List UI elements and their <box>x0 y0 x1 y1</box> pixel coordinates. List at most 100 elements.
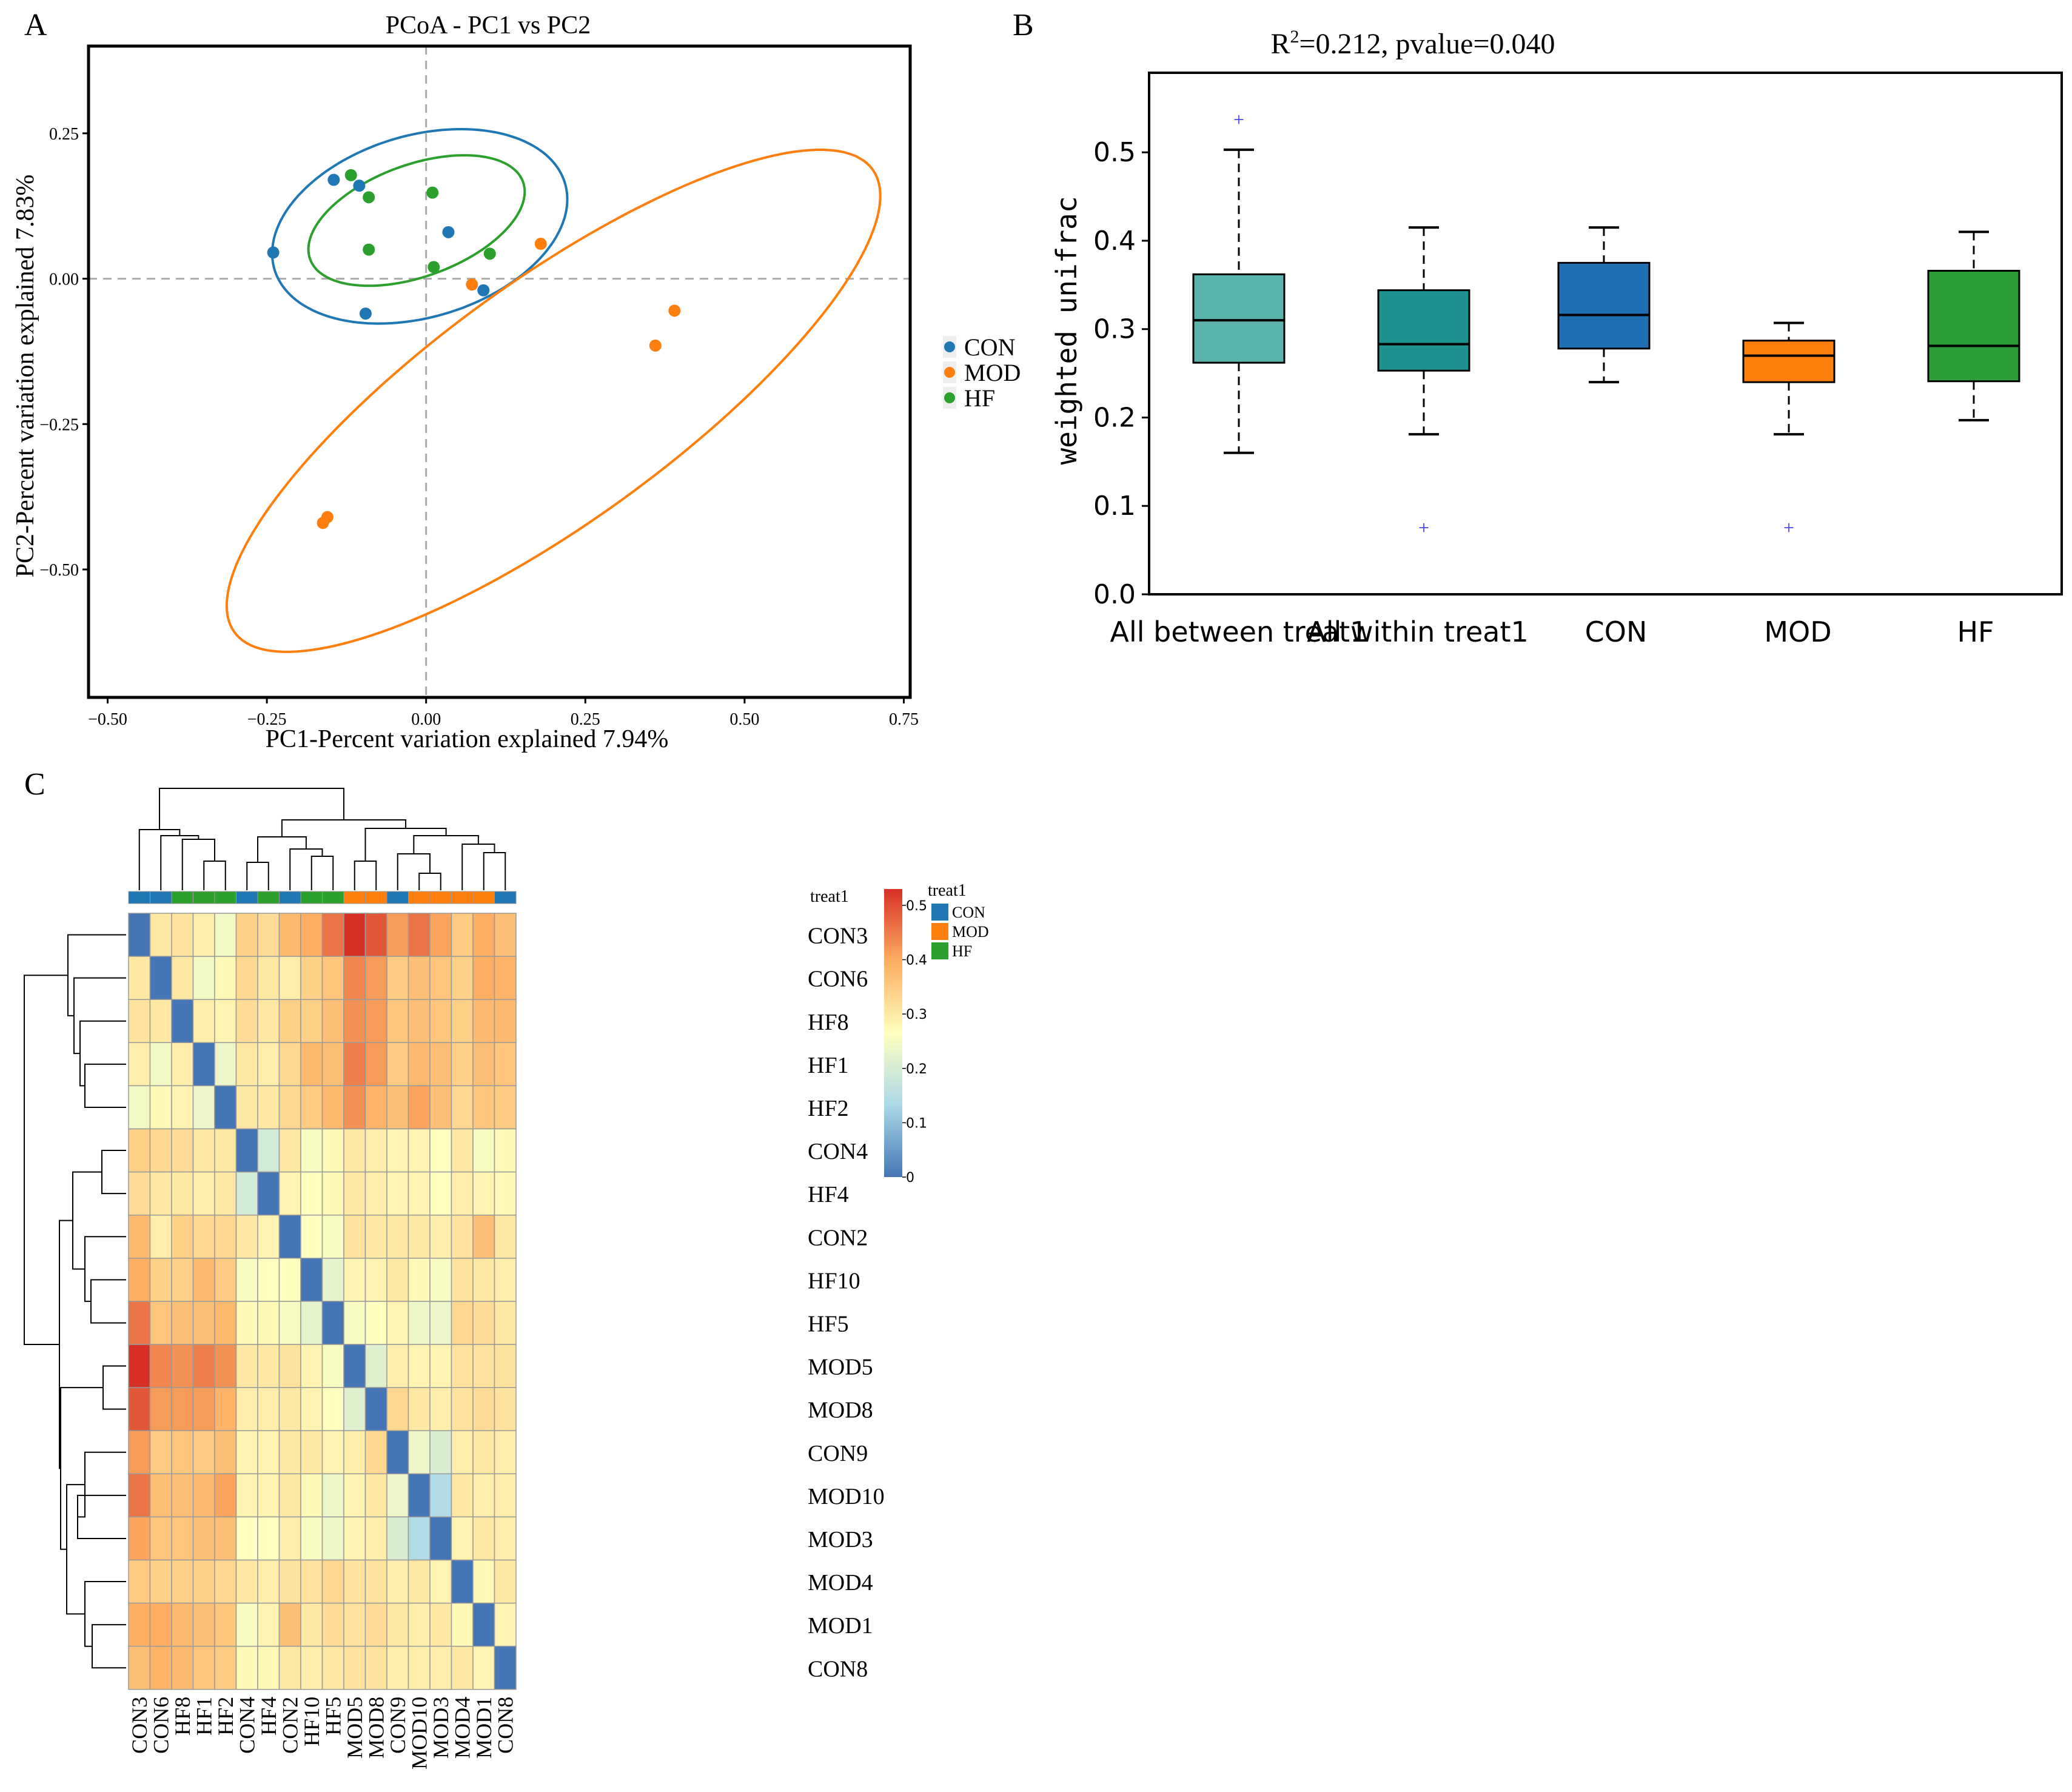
heatmap-cell <box>128 1171 151 1216</box>
heatmap-cell <box>386 1085 409 1130</box>
heatmap-cell <box>171 999 194 1044</box>
heatmap-cell <box>171 1430 194 1475</box>
heatmap-cell <box>235 1171 258 1216</box>
heatmap-cell <box>343 1387 366 1431</box>
heatmap-cell <box>364 999 387 1044</box>
heatmap-cell <box>451 999 474 1044</box>
row-label: CON2 <box>808 1225 868 1250</box>
heatmap-cell <box>278 1344 301 1388</box>
heatmap-cell <box>235 1387 258 1431</box>
heatmap-cell <box>429 999 452 1044</box>
heatmap-cell <box>214 1085 237 1130</box>
heatmap-cell <box>343 1042 366 1087</box>
heatmap-cell <box>149 1645 172 1690</box>
heatmap-cell <box>386 1387 409 1431</box>
heatmap-cell <box>451 1258 474 1302</box>
legend-swatch-con <box>931 904 948 921</box>
heatmap-cell <box>451 1645 474 1690</box>
heatmap-cell <box>278 1085 301 1130</box>
heatmap-cell <box>364 1344 387 1388</box>
y-tick-label: 0.3 <box>1093 314 1136 345</box>
heatmap-cell <box>214 1128 237 1173</box>
heatmap-cell <box>343 1171 366 1216</box>
heatmap-cell <box>192 1258 215 1302</box>
dendrogram-link <box>364 828 447 861</box>
heatmap-cell <box>429 956 452 1000</box>
column-label: MOD1 <box>472 1697 496 1759</box>
point-con <box>442 226 455 238</box>
heatmap-cell <box>214 1559 237 1604</box>
heatmap-cell <box>235 1214 258 1259</box>
heatmap-cell <box>235 1559 258 1604</box>
heatmap-cell <box>429 1645 452 1690</box>
heatmap-cell <box>451 1085 474 1130</box>
heatmap-cell <box>494 1344 517 1388</box>
heatmap-cell <box>386 1559 409 1604</box>
box-1: + <box>1377 226 1470 539</box>
heatmap-cell <box>278 1301 301 1345</box>
boxplot-y-ticks: 0.0 0.1 0.2 0.3 0.4 0.5 <box>1093 137 1149 610</box>
dendrogram-link <box>354 861 377 890</box>
heatmap-column-dendrogram <box>138 788 506 890</box>
heatmap-cell <box>451 1516 474 1561</box>
heatmap-cell <box>472 1301 495 1345</box>
column-label: MOD10 <box>407 1697 431 1770</box>
column-label: CON6 <box>149 1697 173 1754</box>
heatmap-cell <box>192 1214 215 1259</box>
y-tick-label: 0.1 <box>1093 491 1136 522</box>
heatmap-cell <box>429 1258 452 1302</box>
point-hf <box>426 186 439 199</box>
heatmap-cell <box>128 913 151 957</box>
heatmap-cell <box>451 1559 474 1604</box>
heatmap-cell <box>364 1042 387 1087</box>
heatmap-cell <box>386 1516 409 1561</box>
heatmap-cell <box>128 1645 151 1690</box>
panel-b-boxplot: B R2=0.212, pvalue=0.040 ++ + 0.00.10.20.… <box>1013 8 2063 648</box>
heatmap-cell <box>257 1128 280 1173</box>
heatmap-cell <box>300 1559 323 1604</box>
box-4 <box>1927 230 2020 421</box>
box-2 <box>1557 226 1651 384</box>
heatmap-cell <box>494 1258 517 1302</box>
heatmap-cell <box>494 913 517 957</box>
heatmap-cell <box>235 956 258 1000</box>
colorbar-ticks: 0.5 0.4 0.3 0.2 0.1 0 <box>902 899 927 1186</box>
heatmap-cell <box>472 956 495 1000</box>
heatmap-cell <box>321 1128 344 1173</box>
heatmap-cell <box>192 956 215 1000</box>
column-label: HF1 <box>192 1697 216 1736</box>
dendrogram-link <box>72 1171 102 1270</box>
colorbar-tick-label: 0.1 <box>906 1116 927 1131</box>
heatmap-cell <box>235 1430 258 1475</box>
point-mod <box>317 517 329 529</box>
heatmap-cell <box>321 1301 344 1345</box>
column-label: MOD3 <box>429 1697 453 1759</box>
heatmap-cell <box>257 956 280 1000</box>
heatmap-cell <box>386 1171 409 1216</box>
heatmap-cell <box>321 1559 344 1604</box>
heatmap-cell <box>192 1344 215 1388</box>
dendrogram-link <box>138 829 181 890</box>
heatmap-cell <box>300 956 323 1000</box>
heatmap-cell <box>343 1602 366 1647</box>
heatmap-cell <box>257 1516 280 1561</box>
heatmap-cell <box>472 1042 495 1087</box>
boxplot-plot-area: + + + <box>1192 109 2020 539</box>
outlier-marker: + <box>1233 109 1244 130</box>
heatmap-cell <box>214 956 237 1000</box>
heatmap-cell <box>321 1516 344 1561</box>
pcoa-frame <box>87 44 912 699</box>
annotation-mod <box>472 891 495 904</box>
box-iqr <box>1742 340 1836 383</box>
heatmap-cell <box>278 1258 301 1302</box>
pcoa-y-axis-label: PC2-Percent variation explained 7.83% <box>12 175 39 578</box>
heatmap-cell <box>494 1214 517 1259</box>
dendrogram-link <box>160 835 199 890</box>
heatmap-cell <box>278 1387 301 1431</box>
heatmap-cell <box>386 1042 409 1087</box>
heatmap-cell <box>192 1516 215 1561</box>
heatmap-cell <box>235 1473 258 1518</box>
box-iqr <box>1377 289 1470 372</box>
heatmap-cell <box>192 999 215 1044</box>
heatmap-cell <box>149 1344 172 1388</box>
